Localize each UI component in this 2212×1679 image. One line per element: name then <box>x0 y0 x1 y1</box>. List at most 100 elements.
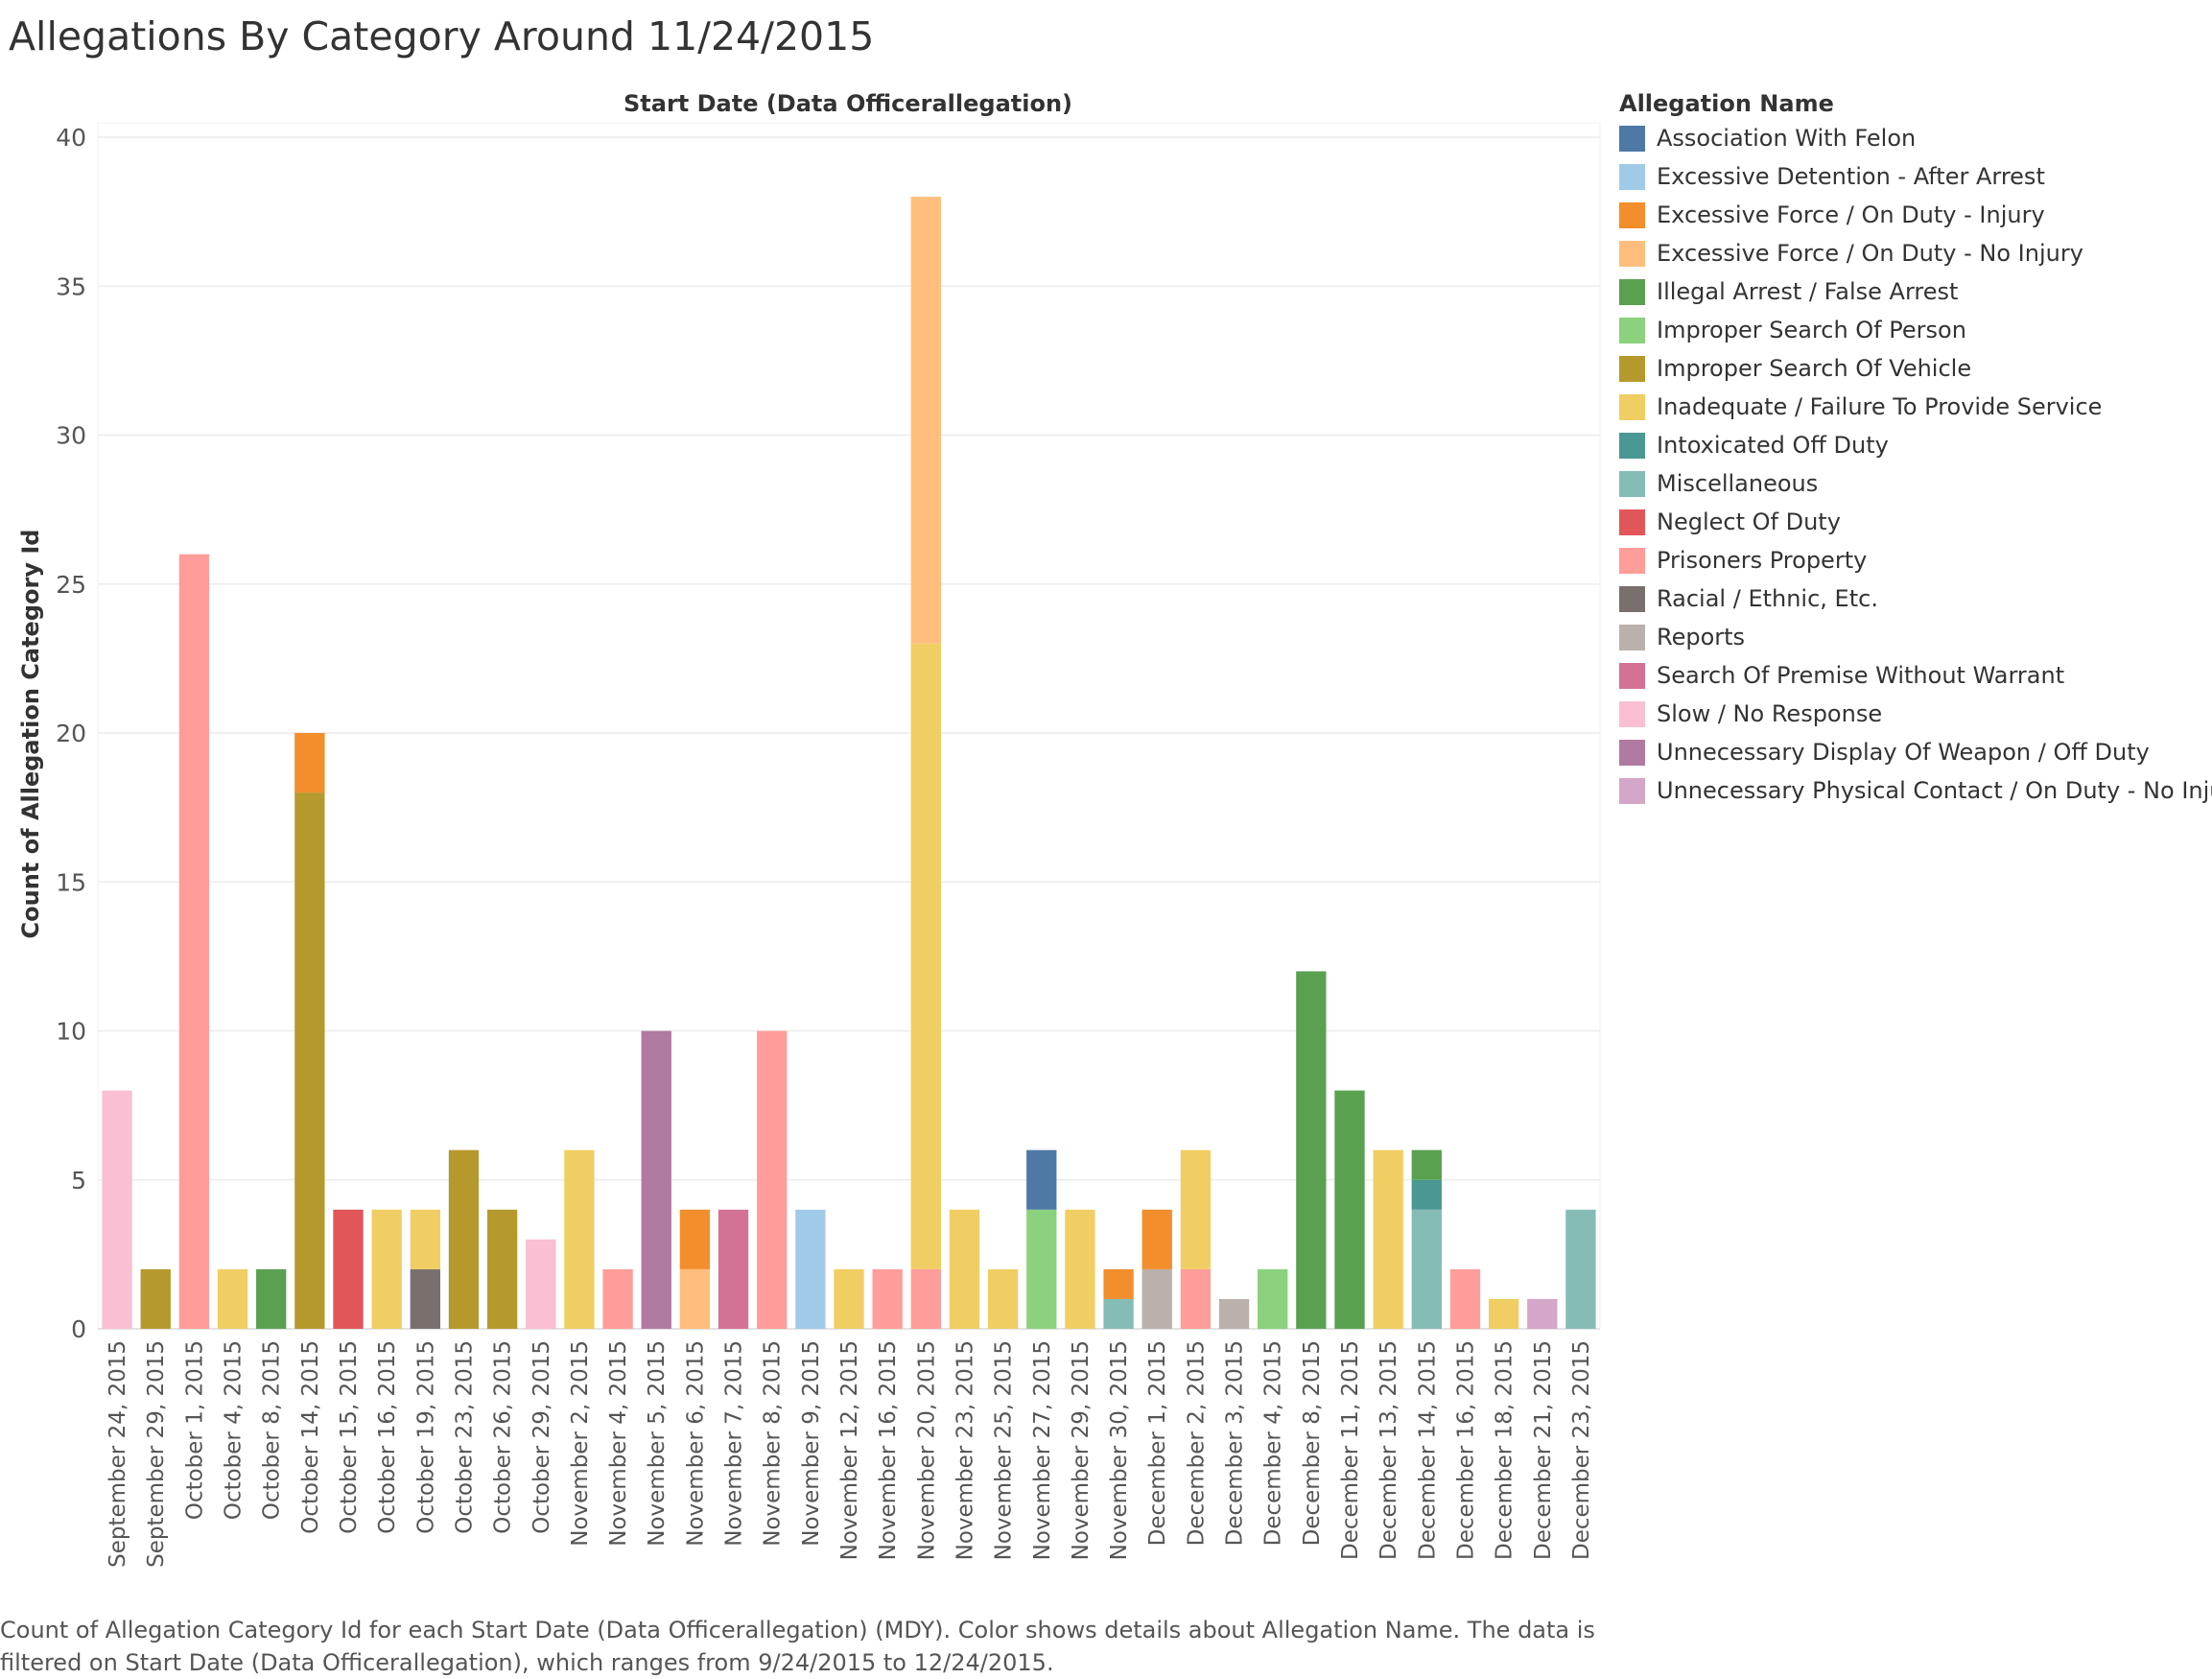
bar-segment <box>1449 1268 1481 1329</box>
x-tick-label: November 9, 2015 <box>799 1340 824 1547</box>
legend-label: Prisoners Property <box>1657 547 1868 574</box>
legend-label: Excessive Force / On Duty - Injury <box>1657 201 2045 228</box>
x-tick-label: November 7, 2015 <box>722 1340 747 1547</box>
legend-item[interactable]: Excessive Force / On Duty - Injury <box>1619 196 2204 234</box>
bar-segment <box>371 1209 402 1329</box>
legend-item[interactable]: Reports <box>1619 618 2204 656</box>
bar-stack <box>1411 1149 1442 1329</box>
bar-stack <box>140 1268 171 1329</box>
legend-item[interactable]: Slow / No Response <box>1619 695 2204 733</box>
legend-item[interactable]: Intoxicated Off Duty <box>1619 426 2204 464</box>
bar-segment <box>102 1090 132 1329</box>
bar-stack <box>1141 1209 1172 1329</box>
bar-stack <box>178 554 210 1329</box>
bar-segment <box>448 1149 480 1329</box>
x-tick-label: November 29, 2015 <box>1069 1340 1094 1560</box>
legend-item[interactable]: Inadequate / Failure To Provide Service <box>1619 388 2204 426</box>
x-tick-label: November 30, 2015 <box>1107 1340 1132 1560</box>
bar-stack <box>718 1209 749 1329</box>
legend-item[interactable]: Excessive Force / On Duty - No Injury <box>1619 234 2204 272</box>
bar-segment <box>410 1268 440 1329</box>
bar-segment <box>679 1209 711 1269</box>
y-tick-label: 30 <box>56 422 86 450</box>
bar-segment <box>1411 1179 1442 1210</box>
bar-stack <box>1488 1298 1519 1329</box>
legend-label: Inadequate / Failure To Provide Service <box>1657 393 2103 420</box>
x-tick-label: December 11, 2015 <box>1338 1340 1363 1560</box>
x-tick-label: November 25, 2015 <box>992 1340 1017 1560</box>
bar-segment <box>1180 1268 1212 1329</box>
legend-swatch <box>1619 662 1645 689</box>
legend-item[interactable]: Association With Felon <box>1619 119 2204 157</box>
legend-item[interactable]: Prisoners Property <box>1619 541 2204 579</box>
x-tick-label: September 24, 2015 <box>106 1340 130 1568</box>
bar-segment <box>294 733 325 793</box>
legend-swatch <box>1619 432 1645 459</box>
legend-swatch <box>1619 317 1645 343</box>
x-tick-label: December 23, 2015 <box>1569 1340 1594 1560</box>
bar-stack <box>1180 1149 1212 1329</box>
x-axis-title: Start Date (Data Officerallegation) <box>624 90 1072 117</box>
legend-swatch <box>1619 547 1645 574</box>
bar-chart: Start Date (Data Officerallegation) Coun… <box>17 90 1601 1568</box>
x-tick-label: November 16, 2015 <box>876 1340 901 1560</box>
x-tick-label: November 2, 2015 <box>568 1340 593 1547</box>
bar-segment <box>1488 1298 1519 1329</box>
bar-segment <box>1180 1149 1212 1269</box>
bar-stack <box>872 1268 903 1329</box>
x-tick-label: December 21, 2015 <box>1531 1340 1556 1560</box>
legend-swatch <box>1619 777 1645 804</box>
x-tick-label: November 20, 2015 <box>914 1340 939 1560</box>
x-tick-label: November 27, 2015 <box>1030 1340 1055 1560</box>
legend-swatch <box>1619 393 1645 420</box>
x-tick-label: November 23, 2015 <box>953 1340 977 1560</box>
bar-segment <box>718 1209 749 1329</box>
y-tick-label: 10 <box>56 1018 86 1046</box>
legend-item[interactable]: Illegal Arrest / False Arrest <box>1619 272 2204 311</box>
bar-segment <box>1141 1209 1172 1269</box>
legend-label: Unnecessary Physical Contact / On Duty -… <box>1657 777 2212 804</box>
bar-stack <box>217 1268 248 1329</box>
bar-stack <box>679 1209 711 1329</box>
legend-label: Excessive Detention - After Arrest <box>1657 163 2045 190</box>
legend-item[interactable]: Improper Search Of Person <box>1619 311 2204 349</box>
legend-item[interactable]: Racial / Ethnic, Etc. <box>1619 579 2204 618</box>
legend-swatch <box>1619 355 1645 382</box>
bar-stack <box>102 1090 132 1329</box>
x-tick-label: December 3, 2015 <box>1223 1340 1248 1546</box>
bar-stack <box>795 1209 826 1329</box>
y-tick-label: 25 <box>56 571 86 599</box>
bar-segment <box>872 1268 903 1329</box>
x-tick-label: December 14, 2015 <box>1415 1340 1440 1560</box>
legend-label: Reports <box>1657 624 1746 650</box>
legend-item[interactable]: Excessive Detention - After Arrest <box>1619 157 2204 196</box>
bar-stack <box>371 1209 402 1329</box>
legend-label: Slow / No Response <box>1657 700 1883 727</box>
legend-item[interactable]: Unnecessary Physical Contact / On Duty -… <box>1619 771 2212 810</box>
bar-segment <box>949 1209 980 1329</box>
legend-item[interactable]: Miscellaneous <box>1619 464 2204 503</box>
legend-label: Search Of Premise Without Warrant <box>1657 662 2065 689</box>
bar-stack <box>949 1209 980 1329</box>
bar-stack <box>602 1268 633 1329</box>
bar-segment <box>641 1030 671 1329</box>
bar-stack <box>564 1149 595 1329</box>
bar-segment <box>602 1268 633 1329</box>
bar-segment <box>795 1209 826 1329</box>
bar-stack <box>1218 1298 1250 1329</box>
legend-swatch <box>1619 163 1645 190</box>
legend-item[interactable]: Unnecessary Display Of Weapon / Off Duty <box>1619 733 2204 771</box>
bar-stack <box>1373 1149 1403 1329</box>
legend-item[interactable]: Improper Search Of Vehicle <box>1619 349 2204 388</box>
legend-item[interactable]: Search Of Premise Without Warrant <box>1619 656 2204 695</box>
y-tick-label: 40 <box>56 124 86 152</box>
bar-segment <box>526 1239 556 1329</box>
legend-label: Improper Search Of Vehicle <box>1657 355 1972 382</box>
bar-segment <box>1565 1209 1596 1329</box>
chart-title: Allegations By Category Around 11/24/201… <box>9 13 875 59</box>
legend-item[interactable]: Neglect Of Duty <box>1619 503 2204 541</box>
legend-label: Improper Search Of Person <box>1657 317 1966 343</box>
chart-caption: Count of Allegation Category Id for each… <box>0 1617 1595 1676</box>
bar-stack <box>1258 1268 1288 1329</box>
x-tick-label: November 8, 2015 <box>761 1340 786 1547</box>
